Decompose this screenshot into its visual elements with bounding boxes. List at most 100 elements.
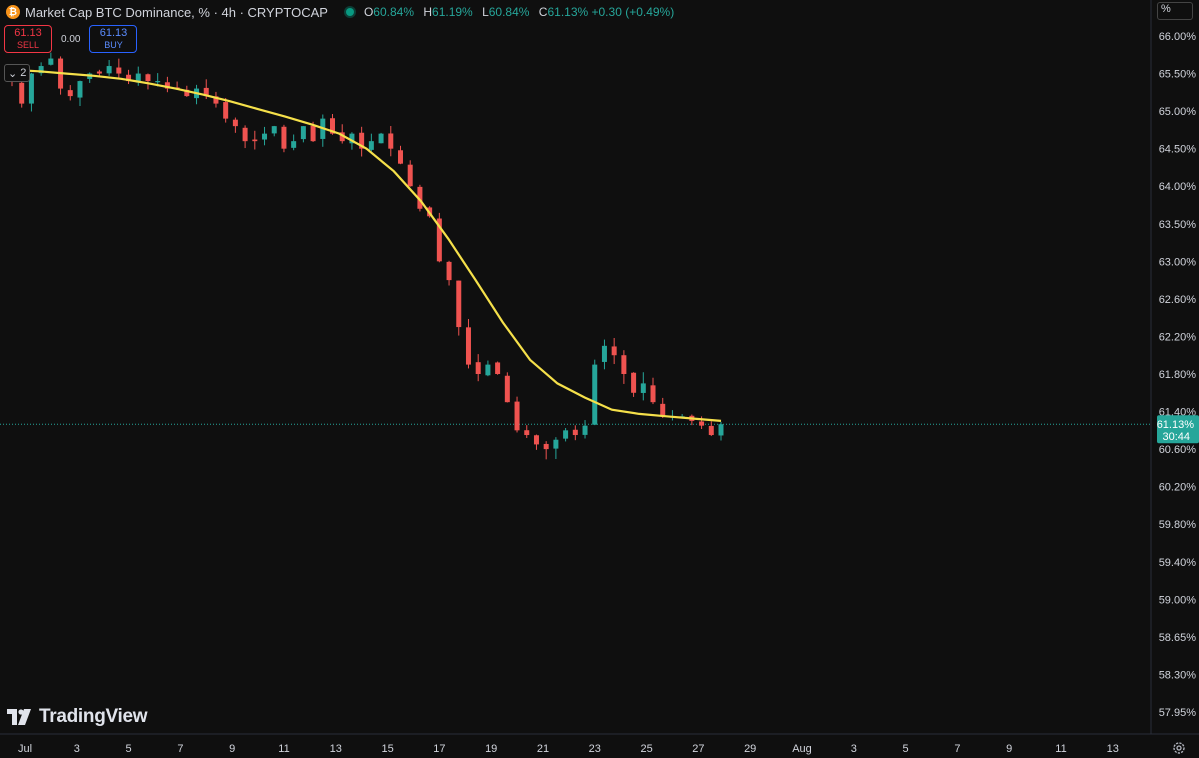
x-tick-label: 9 [1006, 743, 1012, 755]
candle-body [126, 74, 132, 82]
candle-body [485, 364, 491, 376]
candle-body [281, 126, 287, 149]
sell-button[interactable]: 61.13 SELL [4, 25, 52, 53]
candle-body [553, 439, 559, 449]
candle-body [48, 58, 54, 65]
candle-body [19, 82, 25, 104]
y-tick-label: 62.20% [1159, 331, 1197, 343]
candle-body [155, 81, 161, 83]
candle-body [145, 74, 151, 82]
x-tick-label: 3 [74, 743, 80, 755]
buy-button[interactable]: 61.13 BUY [89, 25, 138, 53]
candle-body [572, 429, 578, 436]
ohlc-values: O60.84% H61.19% L60.84% C61.13% +0.30 (+… [363, 5, 675, 19]
x-tick-label: 29 [744, 743, 756, 755]
candle-body [271, 126, 277, 134]
trade-panel: 61.13 SELL 0.00 61.13 BUY [4, 25, 138, 53]
candle-body [543, 443, 549, 450]
candle-body [252, 139, 258, 142]
buy-price: 61.13 [99, 27, 128, 39]
y-tick-label: 65.50% [1159, 69, 1197, 81]
y-tick-label: 64.00% [1159, 181, 1197, 193]
candle-body [456, 280, 462, 328]
tradingview-logo[interactable]: TradingView [7, 706, 148, 728]
candle-body [446, 261, 452, 281]
candle-body [611, 346, 617, 356]
x-tick-label: 3 [851, 743, 857, 755]
candle-body [184, 89, 190, 97]
candle-body [262, 133, 268, 140]
x-tick-label: 11 [278, 743, 289, 755]
candle-body [621, 355, 627, 374]
tradingview-icon [7, 709, 31, 725]
spread-value: 0.00 [61, 33, 81, 45]
candle-body [504, 375, 510, 403]
candle-body [349, 133, 355, 144]
candle-body [718, 424, 724, 436]
candle-body [77, 81, 83, 98]
percent-scale-button[interactable]: % [1157, 2, 1193, 20]
candle-body [631, 372, 637, 393]
x-tick-label: 17 [433, 743, 445, 755]
bitcoin-icon: ₿ [6, 5, 20, 19]
candle-body [28, 73, 34, 104]
candle-body [514, 401, 520, 431]
candle-body [582, 425, 588, 435]
candle-body [310, 125, 316, 142]
y-tick-label: 63.00% [1159, 256, 1197, 268]
y-tick-label: 63.50% [1159, 219, 1197, 231]
y-tick-label: 60.20% [1159, 482, 1197, 494]
candle-body [164, 82, 170, 89]
candle-body [533, 435, 539, 445]
candle-body [135, 73, 141, 83]
candle-body [465, 327, 471, 365]
gear-icon[interactable] [1172, 741, 1186, 755]
candle-body [38, 66, 44, 74]
candle-body [378, 133, 384, 144]
y-tick-label: 65.00% [1159, 106, 1197, 118]
y-tick-label: 59.40% [1159, 557, 1197, 569]
candle-body [563, 430, 569, 439]
candle-body [660, 403, 666, 417]
indicator-count: 2 [20, 67, 27, 79]
y-tick-label: 66.00% [1159, 31, 1197, 43]
x-tick-label: 13 [330, 743, 342, 755]
y-tick-label: 59.80% [1159, 519, 1197, 531]
candle-body [601, 345, 607, 362]
candle-body [650, 385, 656, 403]
candle-body [359, 132, 365, 149]
price-tag-countdown: 30:44 [1162, 431, 1190, 443]
candle-body [203, 87, 209, 97]
candle-body [232, 119, 238, 127]
y-tick-label: 58.30% [1159, 669, 1197, 681]
chevron-down-icon: ⌄ [8, 67, 21, 80]
symbol-title[interactable]: Market Cap BTC Dominance, % · 4h · CRYPT… [25, 4, 328, 20]
x-tick-label: 15 [381, 743, 393, 755]
candle-body [213, 96, 219, 104]
candle-body [640, 383, 646, 393]
y-tick-label: 64.50% [1159, 144, 1197, 156]
chart-legend: ₿ Market Cap BTC Dominance, % · 4h · CRY… [6, 3, 680, 21]
indicators-toggle-button[interactable]: ⌄ 2 [4, 64, 31, 82]
candle-body [291, 141, 297, 148]
y-tick-label: 58.65% [1159, 632, 1197, 644]
price-tag-value: 61.13% [1157, 419, 1195, 431]
y-tick-label: 59.00% [1159, 594, 1197, 606]
candle-body [397, 150, 403, 164]
x-tick-label: 21 [537, 743, 549, 755]
candle-body [417, 186, 423, 209]
sell-label: SELL [16, 40, 40, 50]
candle-body [495, 362, 501, 374]
x-tick-label: 11 [1055, 743, 1066, 755]
sell-price: 61.13 [14, 27, 42, 39]
x-tick-label: 19 [485, 743, 497, 755]
candle-body [368, 141, 374, 150]
candle-body [708, 425, 714, 436]
x-tick-label: 7 [177, 743, 183, 755]
x-tick-label: 23 [589, 743, 601, 755]
candle-body [223, 102, 229, 119]
market-status-icon[interactable] [345, 8, 354, 16]
candle-body [524, 430, 530, 436]
candle-body [67, 90, 73, 97]
